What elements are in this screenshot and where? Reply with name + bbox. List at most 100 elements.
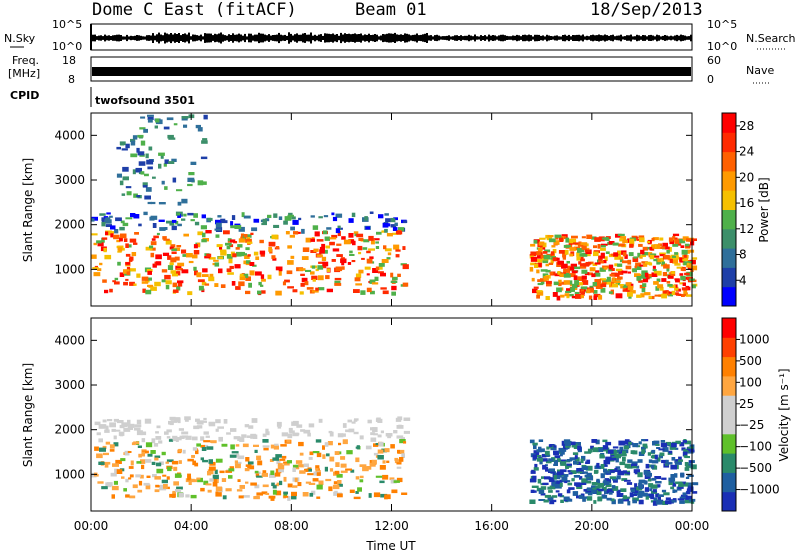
echo-cell	[96, 432, 101, 436]
echo-cell	[229, 454, 237, 458]
echo-cell	[225, 470, 232, 473]
echo-cell	[656, 270, 662, 276]
noise-bar	[318, 34, 320, 42]
echo-cell	[244, 468, 250, 472]
noise-bar	[200, 34, 202, 42]
echo-cell	[164, 227, 168, 230]
echo-cell	[284, 216, 292, 221]
noise-bar	[360, 33, 362, 43]
echo-cell	[671, 271, 675, 274]
echo-cell	[656, 484, 661, 488]
echo-cell	[597, 244, 601, 249]
echo-cell	[648, 459, 653, 463]
echo-cell	[387, 252, 392, 256]
echo-cell	[341, 266, 345, 270]
echo-cell	[204, 283, 210, 286]
echo-cell	[308, 423, 315, 428]
noise-bar	[430, 35, 432, 41]
noise-bar	[330, 34, 332, 42]
echo-cell	[181, 431, 189, 435]
echo-cell	[678, 459, 683, 462]
echo-cell	[287, 483, 293, 488]
echo-cell	[190, 219, 195, 222]
echo-cell	[130, 138, 136, 142]
echo-cell	[273, 224, 280, 228]
noise-bar	[388, 33, 390, 43]
echo-cell	[278, 216, 283, 220]
echo-cell	[169, 221, 175, 226]
echo-cell	[259, 250, 266, 255]
echo-cell	[642, 492, 648, 497]
echo-cell	[377, 455, 384, 460]
echo-cell	[566, 480, 571, 483]
echo-cell	[105, 219, 112, 224]
noise-bar	[118, 34, 120, 42]
echo-cell	[136, 195, 141, 198]
noise-bar	[508, 36, 510, 40]
noise-bar	[418, 35, 420, 41]
echo-cell	[605, 456, 612, 461]
echo-cell	[149, 245, 154, 249]
noise-bar	[604, 34, 606, 42]
noise-bar	[602, 35, 604, 41]
noise-bar	[408, 34, 410, 42]
echo-cell	[242, 495, 250, 498]
echo-cell	[641, 288, 646, 293]
echo-cell	[530, 243, 536, 247]
echo-cell	[166, 117, 174, 121]
colorbar-segment	[722, 433, 736, 454]
echo-cell	[269, 473, 276, 478]
echo-cell	[215, 486, 223, 492]
echo-cell	[239, 485, 245, 489]
echo-cell	[625, 265, 632, 270]
echo-cell	[530, 256, 538, 262]
echo-cell	[649, 254, 655, 260]
echo-cell	[373, 452, 379, 456]
echo-cell	[125, 143, 130, 149]
echo-cell	[171, 248, 177, 251]
echo-cell	[624, 285, 630, 291]
x-tick-label: 00:00	[74, 519, 109, 533]
echo-cell	[201, 214, 206, 219]
echo-cell	[250, 482, 257, 486]
echo-cell	[380, 272, 386, 277]
noise-bar	[234, 34, 236, 42]
noise-bar	[342, 34, 344, 42]
noise-bar	[402, 34, 404, 41]
echo-cell	[141, 464, 145, 470]
echo-cell	[574, 482, 581, 486]
echo-cell	[288, 427, 293, 433]
noise-bar	[242, 35, 244, 41]
echo-cell	[272, 257, 277, 261]
noise-bar	[132, 36, 134, 40]
noise-bar	[378, 36, 380, 40]
echo-cell	[576, 468, 583, 472]
echo-cell	[150, 201, 156, 205]
echo-cell	[639, 499, 644, 504]
echo-cell	[659, 254, 665, 257]
echo-cell	[204, 444, 209, 449]
echo-cell	[394, 459, 402, 464]
echo-cell	[626, 289, 632, 292]
echo-cell	[292, 467, 296, 472]
noise-bar	[206, 33, 208, 43]
colorbar-segment	[722, 356, 736, 377]
echo-cell	[687, 463, 693, 468]
colorbar-tick-label: 25	[739, 397, 754, 411]
echo-cell	[651, 237, 655, 242]
echo-cell	[680, 245, 685, 248]
echo-cell	[570, 263, 577, 269]
echo-cell	[639, 274, 647, 279]
echo-cell	[395, 254, 400, 258]
echo-cell	[312, 451, 320, 454]
noise-bar	[340, 32, 342, 44]
echo-cell	[648, 262, 653, 266]
echo-cell	[581, 236, 586, 239]
echo-cell	[615, 255, 621, 258]
echo-cell	[226, 432, 231, 435]
echo-cell	[637, 459, 643, 463]
noise-bar	[236, 34, 238, 42]
echo-cell	[653, 258, 660, 262]
echo-cell	[665, 459, 669, 465]
noise-bar	[98, 35, 100, 41]
